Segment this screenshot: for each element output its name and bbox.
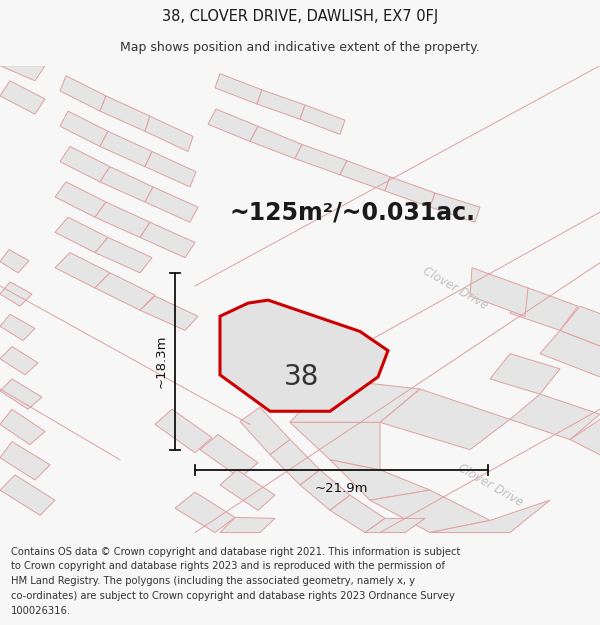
Polygon shape	[257, 90, 305, 119]
Polygon shape	[145, 187, 198, 222]
Polygon shape	[340, 161, 390, 191]
Text: 100026316.: 100026316.	[11, 606, 71, 616]
Polygon shape	[200, 434, 258, 478]
Polygon shape	[0, 81, 45, 114]
Text: HM Land Registry. The polygons (including the associated geometry, namely x, y: HM Land Registry. The polygons (includin…	[11, 576, 415, 586]
Polygon shape	[145, 151, 196, 187]
Text: 38: 38	[284, 363, 320, 391]
Polygon shape	[385, 177, 435, 207]
Polygon shape	[290, 379, 420, 423]
Polygon shape	[55, 253, 110, 288]
Polygon shape	[300, 105, 345, 134]
Polygon shape	[208, 109, 258, 141]
Polygon shape	[330, 495, 385, 532]
Polygon shape	[95, 238, 152, 272]
Polygon shape	[0, 409, 45, 444]
Polygon shape	[240, 408, 290, 455]
Polygon shape	[100, 96, 150, 131]
Polygon shape	[570, 419, 600, 465]
Polygon shape	[220, 518, 275, 532]
Polygon shape	[0, 314, 35, 341]
Polygon shape	[145, 116, 193, 151]
Polygon shape	[220, 470, 275, 510]
Polygon shape	[220, 300, 388, 411]
Text: Contains OS data © Crown copyright and database right 2021. This information is : Contains OS data © Crown copyright and d…	[11, 546, 460, 556]
Polygon shape	[300, 470, 350, 510]
Polygon shape	[330, 460, 430, 500]
Polygon shape	[510, 394, 600, 439]
Text: Map shows position and indicative extent of the property.: Map shows position and indicative extent…	[120, 41, 480, 54]
Polygon shape	[470, 268, 528, 316]
Polygon shape	[100, 167, 153, 202]
Polygon shape	[295, 144, 347, 175]
Polygon shape	[140, 222, 195, 258]
Polygon shape	[55, 182, 106, 218]
Text: ~21.9m: ~21.9m	[315, 482, 368, 494]
Text: ~18.3m: ~18.3m	[155, 334, 167, 388]
Polygon shape	[140, 296, 198, 331]
Polygon shape	[0, 475, 55, 516]
Text: Clover Drive: Clover Drive	[420, 264, 490, 312]
Polygon shape	[95, 202, 150, 238]
Polygon shape	[60, 111, 108, 146]
Polygon shape	[430, 500, 550, 532]
Polygon shape	[0, 282, 32, 306]
Polygon shape	[100, 131, 152, 167]
Polygon shape	[0, 249, 29, 272]
Polygon shape	[270, 439, 320, 485]
Text: co-ordinates) are subject to Crown copyright and database rights 2023 Ordnance S: co-ordinates) are subject to Crown copyr…	[11, 591, 455, 601]
Text: ~125m²/~0.031ac.: ~125m²/~0.031ac.	[230, 200, 476, 224]
Polygon shape	[55, 217, 108, 252]
Polygon shape	[0, 379, 42, 409]
Polygon shape	[370, 490, 490, 532]
Text: 38, CLOVER DRIVE, DAWLISH, EX7 0FJ: 38, CLOVER DRIVE, DAWLISH, EX7 0FJ	[162, 9, 438, 24]
Polygon shape	[510, 288, 578, 331]
Polygon shape	[0, 347, 38, 375]
Polygon shape	[0, 66, 45, 81]
Polygon shape	[95, 272, 155, 310]
Polygon shape	[540, 331, 600, 377]
Text: Clover Drive: Clover Drive	[455, 461, 525, 509]
Polygon shape	[430, 193, 480, 222]
Polygon shape	[175, 492, 235, 532]
Polygon shape	[490, 354, 560, 394]
Polygon shape	[0, 442, 50, 480]
Polygon shape	[155, 409, 212, 452]
Polygon shape	[380, 389, 510, 449]
Polygon shape	[60, 76, 106, 111]
Polygon shape	[60, 146, 110, 182]
Polygon shape	[290, 422, 380, 470]
Polygon shape	[250, 126, 302, 159]
Polygon shape	[560, 306, 600, 354]
Polygon shape	[215, 74, 262, 104]
Text: to Crown copyright and database rights 2023 and is reproduced with the permissio: to Crown copyright and database rights 2…	[11, 561, 445, 571]
Polygon shape	[365, 518, 425, 532]
